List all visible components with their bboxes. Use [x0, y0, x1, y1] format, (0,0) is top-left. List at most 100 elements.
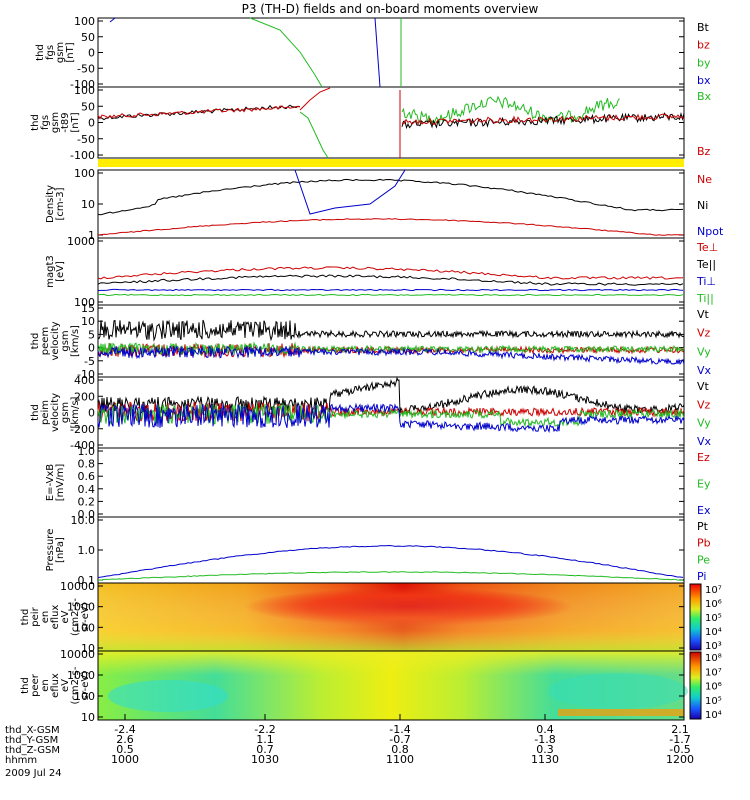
trace-vi-x [97, 402, 685, 434]
y-tick-label: -5 [84, 355, 95, 368]
ion-spectrogram-lowband [98, 583, 684, 651]
x-row-value: 0.5 [116, 743, 134, 756]
y-tick-label: 1.0 [78, 445, 96, 458]
y-axis-label-line: Density [45, 185, 56, 223]
colorbar-label: 10³ [705, 641, 722, 652]
x-row-value: 0.7 [256, 743, 274, 756]
legend-entry: Bx [697, 90, 712, 103]
traces-group [97, 17, 685, 581]
y-axis-label-line: -t89 [60, 112, 71, 132]
panel-spec-e: 10000 1000 100 10 thd peer en eflux eV (cm2-s-sr-… [20, 648, 722, 724]
trace-by [249, 17, 323, 88]
colorbar [689, 583, 702, 651]
trace-ne [97, 218, 684, 236]
y-tick-label: 50 [81, 31, 95, 44]
y-tick-label: 1 [88, 229, 95, 242]
y-axis-label-line: gsm [60, 330, 71, 351]
colorbar-label: 10⁶ [705, 682, 722, 693]
colorbar-label: 10⁷ [705, 585, 722, 596]
x-row-value: -2.4 [114, 723, 135, 736]
y-axis-label-line: sr-eV) [80, 602, 91, 631]
x-row-label: thd_Y-GSM [5, 735, 58, 746]
legend-entry: Ti⊥ [696, 275, 716, 288]
trace-bx [374, 17, 381, 88]
y-tick-label: -200 [70, 423, 95, 436]
y-axis-label: magt3 [eV] [45, 255, 66, 288]
y-axis-label-line: eV [60, 679, 71, 692]
legend-entry: Vy [697, 345, 711, 358]
trace-bz-rise [299, 87, 331, 111]
legend-entry: Te|| [696, 258, 716, 271]
y-axis-label-line: fgs [40, 115, 51, 130]
legend-entry: Pt [697, 520, 709, 533]
y-tick-label: 0 [88, 117, 95, 130]
y-axis-label: E=-VxB [mV/m] [45, 464, 66, 502]
y-axis-label-line: thd [20, 677, 31, 694]
panel-frame [97, 86, 685, 159]
y-axis-label: thd fgs gsm [nT] [35, 42, 76, 63]
legend-entry: Ez [697, 451, 710, 464]
x-row-value: 1200 [666, 753, 694, 766]
trace-bt-dt [97, 104, 301, 121]
trace-te-perp [97, 266, 684, 280]
y-tick-label: 1.0 [78, 544, 96, 557]
panel-frame [97, 447, 685, 518]
colorbar-label: 10⁵ [705, 696, 722, 707]
trace-npot [294, 169, 406, 215]
y-tick-label: -100 [70, 78, 95, 91]
y-axis-label-line: E=-VxB [45, 464, 56, 501]
colorbar-label: 10⁷ [705, 667, 722, 678]
panel-frame [97, 17, 685, 88]
y-axis-label-line: [nT] [70, 112, 81, 132]
colorbar-label: 10⁵ [705, 613, 722, 624]
y-axis-label-line: thd [30, 114, 41, 131]
legend-entry: Bt [697, 21, 710, 34]
legend-entry: Pi [697, 570, 706, 583]
y-axis-label-line: en [40, 679, 51, 692]
legend-entry: Vx [697, 364, 712, 377]
legend-entry: Bz [697, 145, 711, 158]
y-axis-label: thd fgs gsm -t89 [nT] [30, 112, 81, 133]
y-tick-label: 15 [81, 302, 95, 315]
y-axis-label-line: [nPa] [55, 537, 66, 563]
x-row-value: 1130 [531, 753, 559, 766]
trace-bx-left [109, 17, 116, 23]
y-tick-label: 0.6 [78, 470, 96, 483]
y-tick-label: -10 [77, 368, 95, 381]
electron-spectrogram-lowband [558, 709, 684, 716]
x-row-value: 0.8 [391, 743, 409, 756]
y-tick-label: 0.8 [78, 458, 96, 471]
y-axis-label-line: velocity [50, 393, 61, 432]
y-axis-label: thd peir en eflux eV (cm2-s-sr-eV) [20, 598, 91, 636]
y-axis-label-line: [eV] [55, 261, 66, 282]
y-axis-label-line: [cm-3] [55, 187, 66, 220]
y-axis-label: Density [cm-3] [45, 185, 66, 223]
y-tick-label: 10000 [60, 648, 95, 661]
y-tick-label: 0.2 [78, 495, 96, 508]
trace-pe [97, 571, 684, 581]
legend-entry: bz [697, 39, 710, 52]
panel-spec-i: 10000 1000 100 10 thd peir en eflux eV (cm2-s-sr-… [20, 580, 722, 655]
y-axis-label-line: peer [30, 673, 41, 697]
x-row-value: 1030 [251, 753, 279, 766]
y-axis-label-line: [nT] [65, 42, 76, 62]
y-tick-label: -50 [77, 133, 95, 146]
legend-entry: bx [697, 74, 711, 87]
legend-entry: Vz [697, 327, 711, 340]
electron-spectrogram-blob-right [548, 673, 688, 709]
y-tick-label: 10000 [60, 580, 95, 593]
trace-pi [97, 544, 684, 578]
y-axis-label-line: thd [35, 44, 46, 61]
legend-entry: Ni [697, 199, 708, 212]
trace-te-par [97, 274, 684, 286]
x-row-value: 1000 [111, 753, 139, 766]
y-axis-label-line: magt3 [45, 255, 56, 288]
legend-entry: Vx [697, 435, 712, 448]
y-tick-label: 100 [74, 296, 95, 309]
x-row-value: -0.5 [669, 743, 690, 756]
trace-vi-t [97, 376, 685, 415]
y-axis-label-line: Pressure [45, 529, 56, 572]
x-axis-rows: thd_X-GSM -2.4 -2.2 -1.4 0.4 2.1 thd_Y-GSM 2.6 1… [5, 714, 694, 779]
